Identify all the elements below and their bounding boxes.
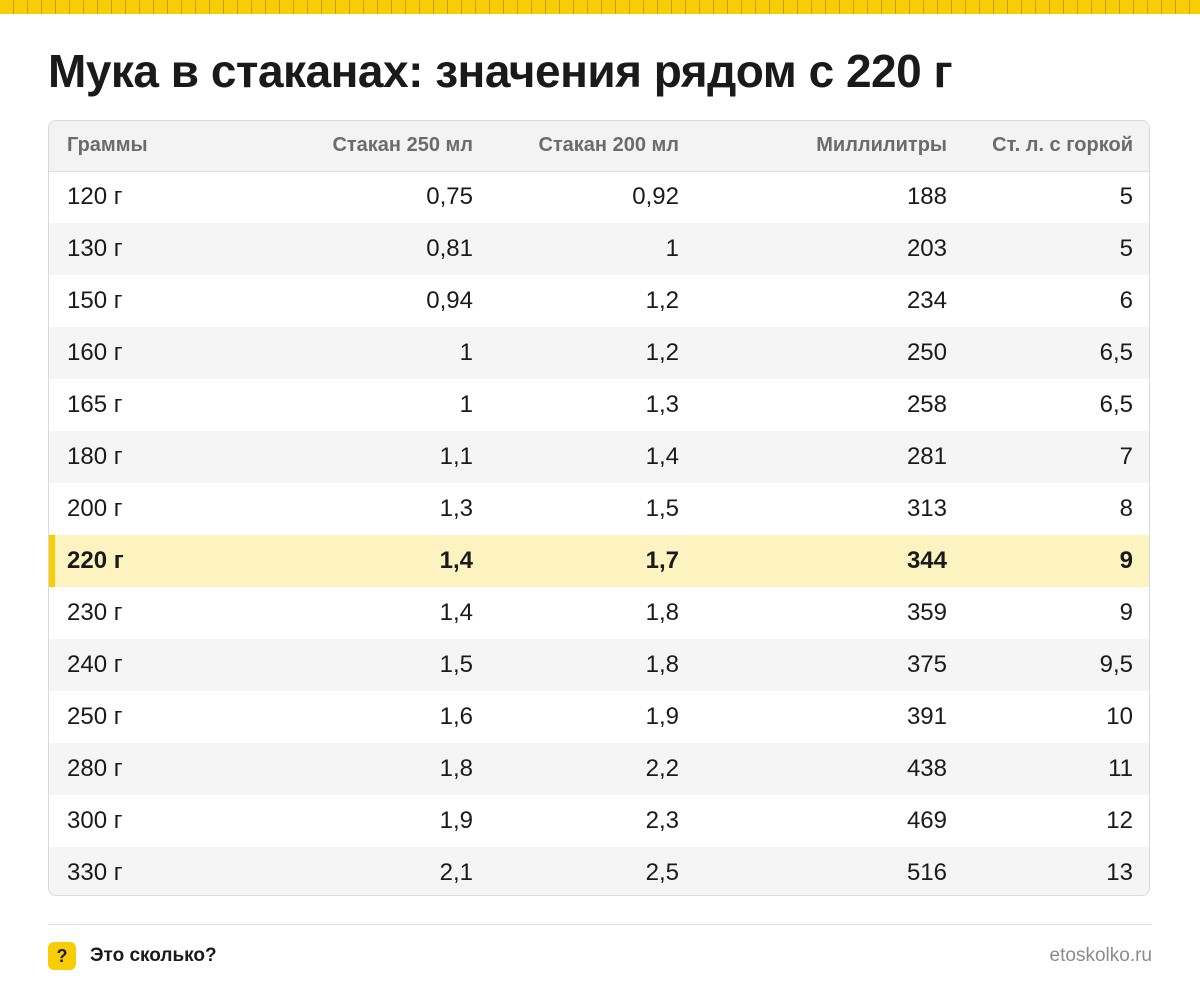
- cell-cup-250: 1,6: [439, 703, 473, 730]
- table-row: 280 г 1,8 2,2 438 11: [49, 743, 1149, 795]
- table-row: 300 г 1,9 2,3 469 12: [49, 795, 1149, 847]
- cell-heaped-tablespoons: 6,5: [1099, 339, 1133, 366]
- table-header-row: Граммы Стакан 250 мл Стакан 200 мл Милли…: [49, 121, 1149, 171]
- cell-heaped-tablespoons: 13: [1106, 859, 1133, 886]
- cell-heaped-tablespoons: 11: [1108, 755, 1133, 782]
- cell-cup-200: 2,5: [645, 859, 679, 886]
- cell-cup-250: 1,3: [439, 495, 473, 522]
- cell-milliliters: 188: [906, 183, 947, 211]
- cell-milliliters: 250: [906, 339, 947, 366]
- cell-heaped-tablespoons: 10: [1106, 703, 1133, 730]
- cell-cup-250: 1,1: [439, 443, 473, 470]
- cell-milliliters: 469: [906, 807, 947, 834]
- cell-grams: 330 г: [67, 859, 123, 886]
- cell-heaped-tablespoons: 9: [1119, 547, 1133, 574]
- cell-cup-250: 0,94: [426, 287, 473, 314]
- cell-cup-200: 1: [665, 235, 679, 262]
- cell-heaped-tablespoons: 8: [1119, 495, 1133, 522]
- cell-heaped-tablespoons: 9,5: [1099, 651, 1133, 678]
- table-row: 130 г 0,81 1 203 5: [49, 223, 1149, 275]
- cell-cup-250: 1: [459, 339, 473, 366]
- header-grams: Граммы: [67, 134, 148, 157]
- cell-milliliters: 359: [906, 599, 947, 626]
- cell-cup-200: 1,3: [645, 391, 679, 418]
- cell-grams: 180 г: [67, 443, 123, 470]
- cell-grams: 150 г: [67, 287, 123, 314]
- header-cup-250: Стакан 250 мл: [332, 134, 473, 157]
- cell-cup-200: 1,2: [645, 287, 679, 314]
- table-row: 160 г 1 1,2 250 6,5: [49, 327, 1149, 379]
- table-row: 150 г 0,94 1,2 234 6: [49, 275, 1149, 327]
- table-row: 240 г 1,5 1,8 375 9,5: [49, 639, 1149, 691]
- site-link[interactable]: etoskolko.ru: [1049, 945, 1152, 966]
- cell-cup-200: 1,9: [645, 703, 679, 730]
- cell-cup-250: 2,1: [439, 859, 473, 886]
- header-cup-200: Стакан 200 мл: [538, 134, 679, 157]
- table-row: 330 г 2,1 2,5 516 13: [49, 847, 1149, 895]
- cell-cup-250: 1,8: [439, 755, 473, 782]
- cell-cup-250: 1: [459, 391, 473, 418]
- cell-milliliters: 258: [906, 391, 947, 418]
- cell-cup-200: 1,4: [645, 443, 679, 470]
- cell-grams: 300 г: [67, 807, 123, 834]
- cell-grams: 165 г: [67, 391, 123, 418]
- table-row: 250 г 1,6 1,9 391 10: [49, 691, 1149, 743]
- cell-cup-250: 0,81: [426, 235, 473, 262]
- cell-grams: 240 г: [67, 651, 123, 678]
- cell-milliliters: 234: [906, 287, 947, 314]
- cell-cup-200: 1,7: [645, 547, 679, 574]
- cell-cup-200: 1,8: [645, 599, 679, 626]
- cell-cup-250: 1,9: [439, 807, 473, 834]
- header-milliliters: Миллилитры: [816, 134, 947, 157]
- cell-cup-200: 1,2: [645, 339, 679, 366]
- table-row: 200 г 1,3 1,5 313 8: [49, 483, 1149, 535]
- header-heaped-tablespoons: Ст. л. с горкой: [992, 134, 1133, 157]
- cell-milliliters: 375: [906, 651, 947, 678]
- cell-cup-250: 0,75: [426, 183, 473, 211]
- cell-heaped-tablespoons: 12: [1106, 807, 1133, 834]
- cell-cup-200: 1,8: [645, 651, 679, 678]
- cell-milliliters: 344: [906, 547, 947, 574]
- question-icon: ?: [48, 942, 76, 970]
- page-title: Мука в стаканах: значения рядом с 220 г: [48, 45, 953, 97]
- table-row: 230 г 1,4 1,8 359 9: [49, 587, 1149, 639]
- conversion-table: Граммы Стакан 250 мл Стакан 200 мл Милли…: [48, 120, 1150, 896]
- cell-heaped-tablespoons: 7: [1119, 443, 1133, 470]
- cell-cup-200: 2,3: [645, 807, 679, 834]
- cell-heaped-tablespoons: 6: [1119, 287, 1133, 314]
- cell-grams: 220 г: [49, 535, 247, 587]
- cell-cup-250: 1,4: [439, 547, 473, 574]
- cell-cup-200: 2,2: [645, 755, 679, 782]
- ruler-strip: [0, 0, 1200, 14]
- table-row: 120 г 0,75 0,92 188 5: [49, 171, 1149, 223]
- cell-milliliters: 203: [906, 235, 947, 262]
- cell-milliliters: 281: [906, 443, 947, 470]
- cell-grams: 280 г: [67, 755, 123, 782]
- table-row: 180 г 1,1 1,4 281 7: [49, 431, 1149, 483]
- cell-milliliters: 516: [906, 859, 947, 886]
- cell-milliliters: 438: [906, 755, 947, 782]
- cell-milliliters: 391: [906, 703, 947, 730]
- cell-heaped-tablespoons: 5: [1119, 235, 1133, 262]
- cell-cup-200: 1,5: [645, 495, 679, 522]
- brand-name: Это сколько?: [90, 945, 217, 966]
- cell-heaped-tablespoons: 6,5: [1099, 391, 1133, 418]
- table-row-highlighted: 220 г 1,4 1,7 344 9: [49, 535, 1149, 587]
- footer-brand: ? Это сколько?: [48, 942, 217, 970]
- cell-grams: 200 г: [67, 495, 123, 522]
- cell-grams: 130 г: [67, 235, 123, 262]
- cell-cup-250: 1,4: [439, 599, 473, 626]
- cell-grams: 160 г: [67, 339, 123, 366]
- cell-grams: 120 г: [67, 183, 123, 211]
- cell-milliliters: 313: [906, 495, 947, 522]
- cell-heaped-tablespoons: 9: [1119, 599, 1133, 626]
- cell-heaped-tablespoons: 5: [1119, 183, 1133, 211]
- cell-cup-250: 1,5: [439, 651, 473, 678]
- footer-divider: [48, 924, 1152, 925]
- cell-grams: 250 г: [67, 703, 123, 730]
- cell-grams: 230 г: [67, 599, 123, 626]
- table-row: 165 г 1 1,3 258 6,5: [49, 379, 1149, 431]
- cell-cup-200: 0,92: [632, 183, 679, 211]
